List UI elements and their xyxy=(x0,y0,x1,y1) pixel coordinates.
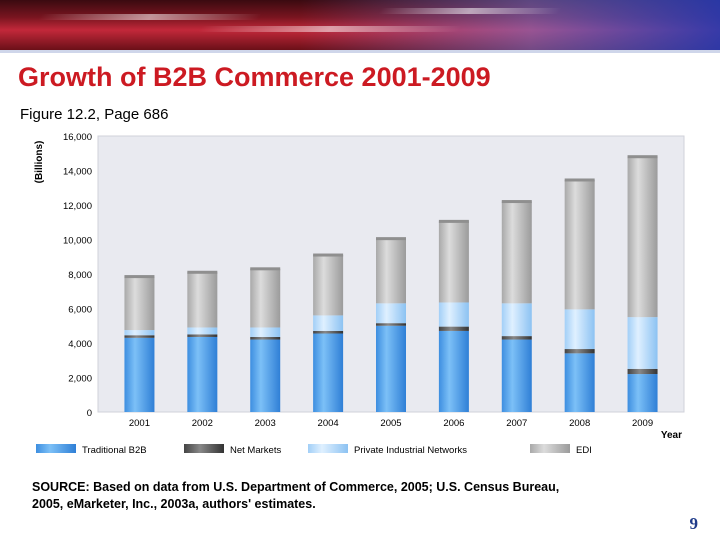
legend-swatch xyxy=(530,444,570,453)
bar-traditional-b2b xyxy=(313,333,344,412)
bar-edi xyxy=(250,268,281,328)
bar-net-markets xyxy=(313,330,344,334)
bar-net-markets xyxy=(501,336,532,340)
figure-caption: Figure 12.2, Page 686 xyxy=(20,106,169,123)
bar-top-cap xyxy=(313,253,344,257)
bar-top-cap xyxy=(501,200,532,204)
bar-traditional-b2b xyxy=(501,339,532,412)
x-tick-label: 2001 xyxy=(129,418,150,429)
bar-top-cap xyxy=(438,219,469,223)
legend-swatch xyxy=(308,444,348,453)
bar-traditional-b2b xyxy=(187,336,218,412)
bar-private-industrial-networks xyxy=(376,303,406,324)
banner-streak xyxy=(377,8,563,14)
y-tick-label: 16,000 xyxy=(63,132,92,143)
banner-streak xyxy=(37,14,263,20)
bar-private-industrial-networks xyxy=(438,302,469,327)
y-tick-label: 0 xyxy=(87,408,92,419)
bar-net-markets xyxy=(124,335,155,338)
bar-edi xyxy=(501,201,532,304)
bar-traditional-b2b xyxy=(124,337,155,412)
y-tick-label: 2,000 xyxy=(68,374,92,385)
x-axis-label: Year xyxy=(661,430,682,441)
chart-svg: 0 2,000 4,000 6,000 8,000 10,000 12,000 14,000 1… xyxy=(34,132,685,456)
bar-top-cap xyxy=(124,275,155,279)
legend-label: Traditional B2B xyxy=(82,445,147,456)
x-tick-label: 2003 xyxy=(255,418,276,429)
bar-private-industrial-networks xyxy=(187,327,218,335)
x-tick-label: 2008 xyxy=(569,418,590,429)
legend-label: EDI xyxy=(576,445,592,456)
bar-edi xyxy=(187,272,218,328)
bar-private-industrial-networks xyxy=(627,317,658,369)
bar-net-markets xyxy=(376,323,406,326)
bar-top-cap xyxy=(250,267,281,271)
x-tick-label: 2007 xyxy=(506,418,527,429)
source-note: SOURCE: Based on data from U.S. Departme… xyxy=(32,479,672,513)
y-tick-label: 12,000 xyxy=(63,201,92,212)
y-tick-label: 6,000 xyxy=(68,305,92,316)
y-tick-label: 10,000 xyxy=(63,236,92,247)
legend-swatch xyxy=(36,444,76,453)
bar-edi xyxy=(313,255,344,316)
page-number: 9 xyxy=(689,514,699,533)
bar-private-industrial-networks xyxy=(313,315,344,331)
slide-title: Growth of B2B Commerce 2001-2009 xyxy=(18,62,491,92)
x-tick-label: 2006 xyxy=(443,418,464,429)
legend-swatch xyxy=(184,444,224,453)
bar-net-markets xyxy=(438,326,469,331)
bar-private-industrial-networks xyxy=(564,309,595,350)
bar-edi xyxy=(124,276,155,331)
x-tick-label: 2005 xyxy=(380,418,401,429)
source-line-1: SOURCE: Based on data from U.S. Departme… xyxy=(32,480,560,494)
bar-net-markets xyxy=(627,368,658,375)
bar-edi xyxy=(376,238,406,304)
bar-private-industrial-networks xyxy=(501,303,532,337)
bar-traditional-b2b xyxy=(376,325,406,412)
bar-top-cap xyxy=(187,270,218,274)
bar-top-cap xyxy=(564,178,595,182)
bar-private-industrial-networks xyxy=(250,327,281,337)
y-tick-label: 8,000 xyxy=(68,270,92,281)
bar-edi xyxy=(564,179,595,310)
stacked-bar-chart: 0 2,000 4,000 6,000 8,000 10,000 12,000 14,000 1… xyxy=(0,126,720,466)
header-banner xyxy=(0,0,720,50)
bar-traditional-b2b xyxy=(627,374,658,412)
bar-top-cap xyxy=(376,237,406,241)
banner-divider xyxy=(0,50,720,53)
bar-edi xyxy=(438,221,469,303)
source-line-2: 2005, eMarketer, Inc., 2003a, authors' e… xyxy=(32,497,316,511)
bar-traditional-b2b xyxy=(250,339,281,412)
bar-net-markets xyxy=(187,334,218,337)
bar-net-markets xyxy=(564,349,595,354)
x-tick-label: 2002 xyxy=(192,418,213,429)
y-tick-label: 4,000 xyxy=(68,339,92,350)
y-tick-label: 14,000 xyxy=(63,167,92,178)
y-axis-label: (Billions) xyxy=(34,141,45,184)
bar-top-cap xyxy=(627,155,658,159)
x-tick-label: 2009 xyxy=(632,418,653,429)
legend-label: Net Markets xyxy=(230,445,281,456)
bar-net-markets xyxy=(250,336,281,340)
banner-streak xyxy=(197,26,463,32)
bar-edi xyxy=(627,156,658,318)
legend-label: Private Industrial Networks xyxy=(354,445,467,456)
bar-traditional-b2b xyxy=(438,330,469,412)
x-tick-label: 2004 xyxy=(318,418,339,429)
bar-private-industrial-networks xyxy=(124,330,155,336)
bar-traditional-b2b xyxy=(564,353,595,412)
